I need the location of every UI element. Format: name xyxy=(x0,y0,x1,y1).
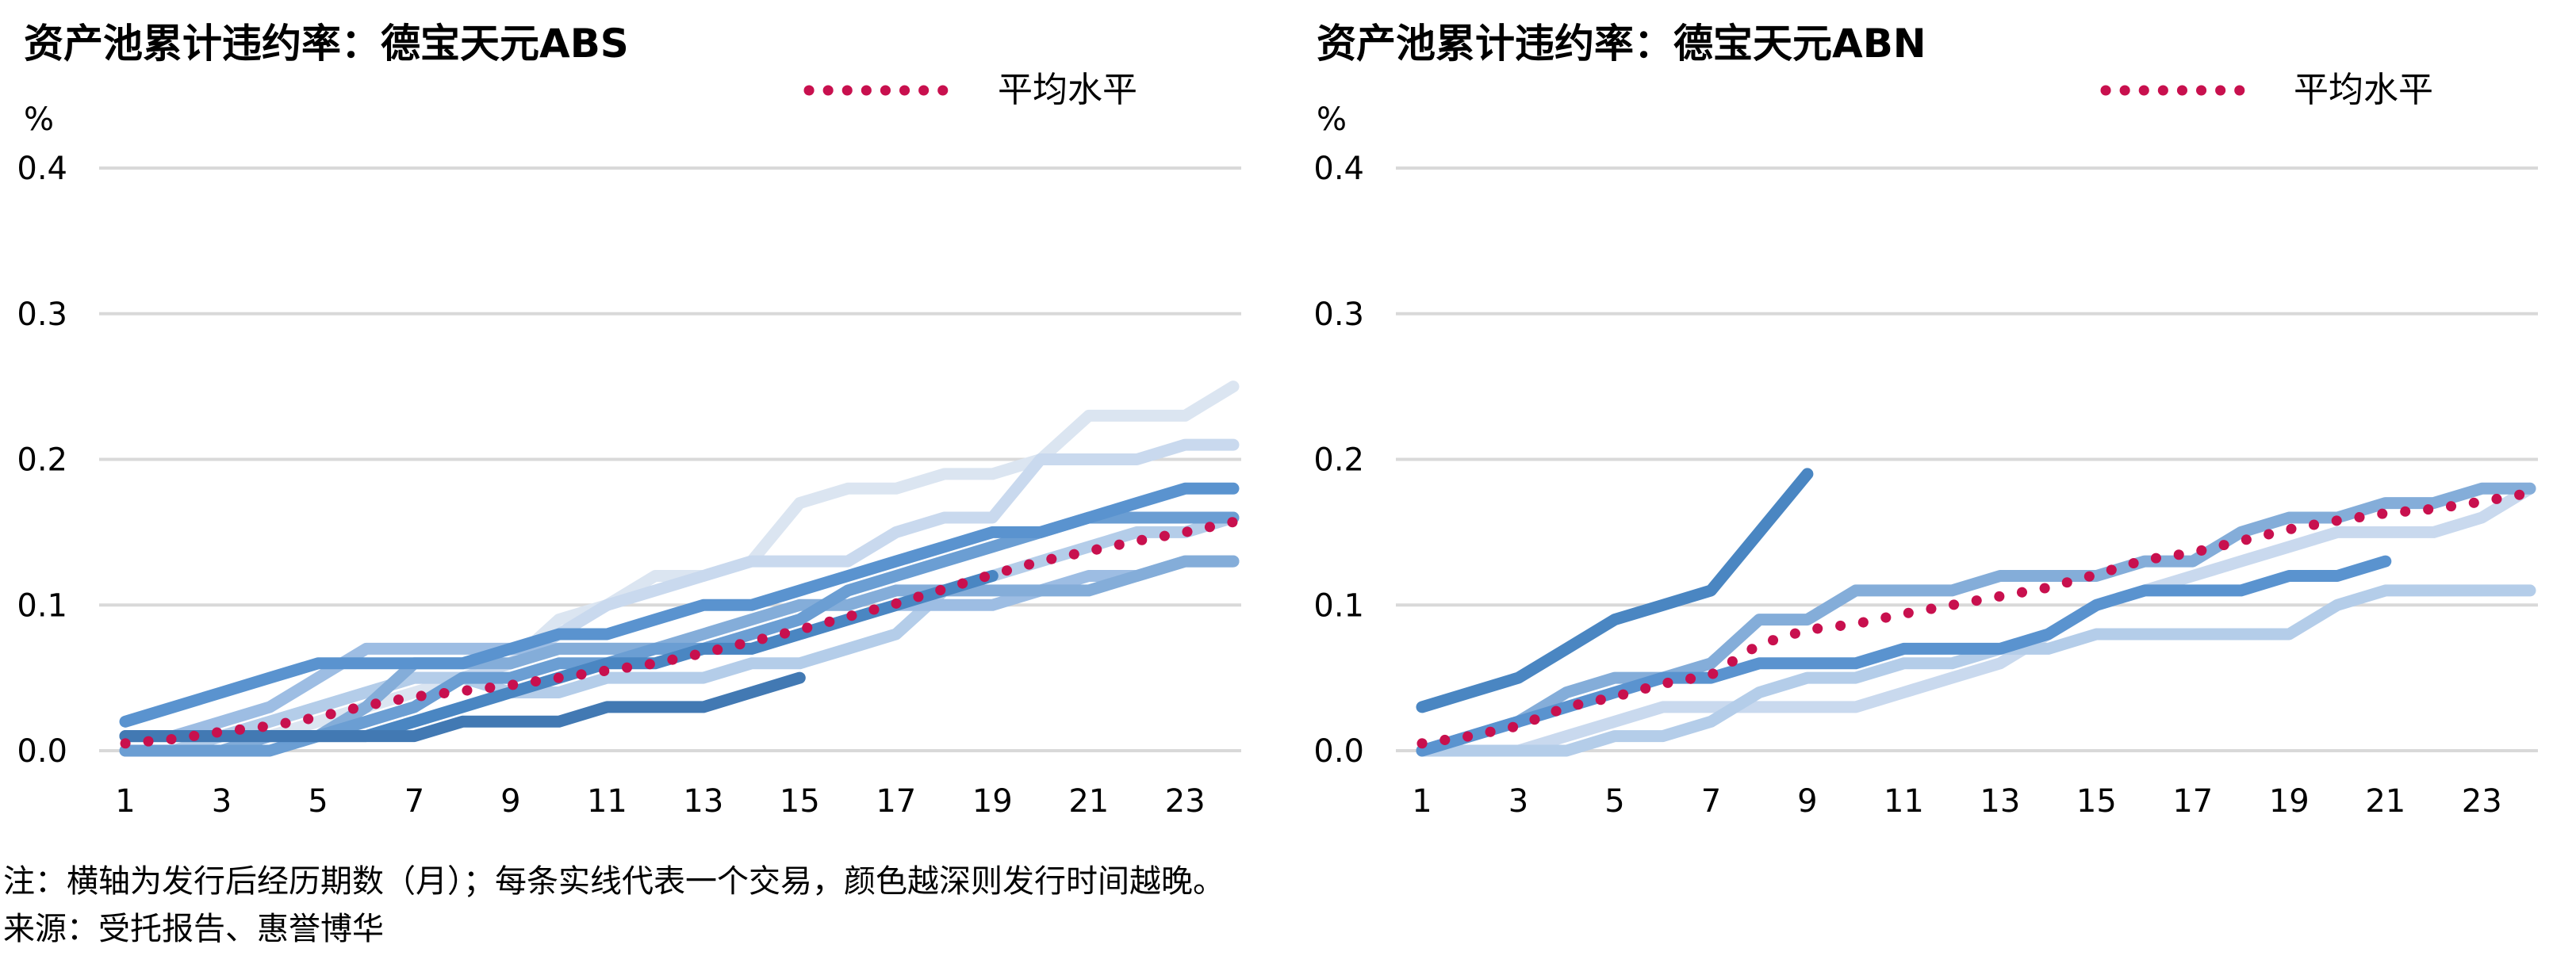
y-axis-unit: % xyxy=(1317,101,1347,138)
average-series-line xyxy=(120,517,1239,749)
y-tick-label: 0.4 xyxy=(1313,151,1364,187)
y-axis-unit: % xyxy=(24,101,54,138)
x-tick-label: 9 xyxy=(500,783,520,820)
series-line-2 xyxy=(1416,584,2536,757)
x-tick-label: 1 xyxy=(1412,783,1432,820)
x-tick-label: 23 xyxy=(2462,783,2502,820)
x-tick-label: 3 xyxy=(1508,783,1528,820)
x-tick-label: 5 xyxy=(1604,783,1624,820)
x-tick-label: 21 xyxy=(2365,783,2405,820)
series-line-7 xyxy=(119,482,1240,728)
series-line-1 xyxy=(1416,482,2536,757)
legend: 平均水平 xyxy=(2100,70,2433,110)
y-tick-label: 0.2 xyxy=(17,442,67,479)
x-tick-label: 17 xyxy=(2172,783,2213,820)
x-axis-ticks: 1 3 5 7 9 11 13 15 17 19 21 23 xyxy=(115,783,1205,820)
series-lines xyxy=(119,380,1240,757)
x-tick-label: 17 xyxy=(876,783,916,820)
footnote-source: 来源：受托报告、惠誉博华 xyxy=(3,911,384,947)
y-tick-label: 0.0 xyxy=(1313,733,1364,770)
chart-panel-abs: 资产池累计违约率：德宝天元ABS % 平均水平 0.00.10.20.30.4 … xyxy=(17,21,1241,820)
series-line-1 xyxy=(119,380,1240,757)
chart-title: 资产池累计违约率：德宝天元ABS xyxy=(24,21,629,67)
x-tick-label: 13 xyxy=(683,783,723,820)
footnote-note: 注：横轴为发行后经历期数（月）；每条实线代表一个交易，颜色越深则发行时间越晚。 xyxy=(3,863,1225,900)
x-axis-ticks: 1 3 5 7 9 11 13 15 17 19 21 23 xyxy=(1412,783,2501,820)
x-tick-label: 5 xyxy=(308,783,328,820)
x-tick-label: 1 xyxy=(115,783,135,820)
y-tick-label: 0.2 xyxy=(1313,442,1364,479)
average-line xyxy=(120,517,1239,749)
legend: 平均水平 xyxy=(803,70,1137,110)
x-tick-label: 15 xyxy=(2076,783,2117,820)
y-tick-label: 0.3 xyxy=(1313,296,1364,333)
series-line-3 xyxy=(1416,482,2536,757)
y-tick-label: 0.4 xyxy=(17,151,67,187)
average-line xyxy=(1416,488,2536,749)
chart-title: 资产池累计违约率：德宝天元ABN xyxy=(1317,21,1926,67)
x-tick-label: 3 xyxy=(212,783,232,820)
x-tick-label: 13 xyxy=(1980,783,2020,820)
y-tick-label: 0.1 xyxy=(17,587,67,624)
x-tick-label: 15 xyxy=(780,783,820,820)
y-tick-label: 0.0 xyxy=(17,733,67,770)
y-tick-label: 0.1 xyxy=(1313,587,1364,624)
x-tick-label: 23 xyxy=(1165,783,1206,820)
y-tick-label: 0.3 xyxy=(17,296,67,333)
legend-label-average: 平均水平 xyxy=(2294,70,2433,110)
series-line-3 xyxy=(119,511,1240,757)
y-axis-ticks: 0.0 0.1 0.2 0.3 0.4 xyxy=(1313,151,1364,770)
chart-panel-abn: 资产池累计违约率：德宝天元ABN % 平均水平 0.00.10.20.30.4 … xyxy=(1313,21,2538,820)
x-tick-label: 11 xyxy=(587,783,627,820)
x-tick-label: 9 xyxy=(1797,783,1817,820)
x-tick-label: 7 xyxy=(1701,783,1721,820)
y-axis-ticks: 0.0 0.1 0.2 0.3 0.4 xyxy=(17,151,67,770)
series-line-5 xyxy=(1416,468,1814,713)
x-tick-label: 19 xyxy=(2269,783,2310,820)
series-line-9 xyxy=(119,671,806,743)
x-tick-label: 11 xyxy=(1884,783,1924,820)
legend-label-average: 平均水平 xyxy=(998,70,1137,110)
x-tick-label: 7 xyxy=(404,783,424,820)
x-tick-label: 19 xyxy=(972,783,1013,820)
x-tick-label: 21 xyxy=(1068,783,1109,820)
average-series-line xyxy=(1416,488,2536,749)
